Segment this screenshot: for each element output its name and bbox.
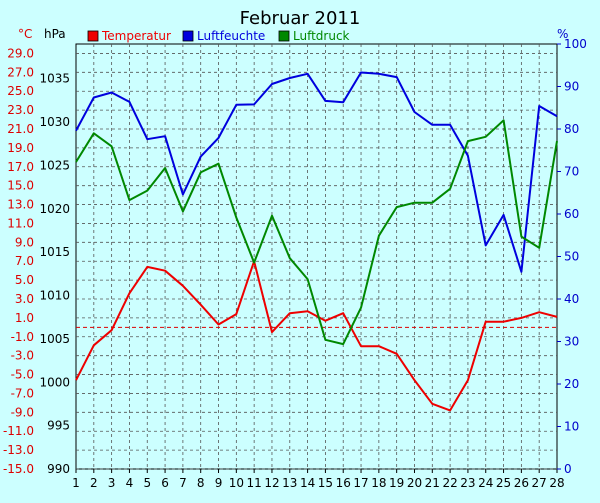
x-tick-label: 11	[247, 476, 262, 490]
chart-title: Februar 2011	[240, 8, 361, 29]
pressure-tick-label: 1000	[39, 375, 70, 389]
legend: Temperatur Luftfeuchte Luftdruck	[87, 29, 350, 43]
x-tick-label: 5	[143, 476, 151, 490]
series-lines	[75, 71, 558, 412]
x-tick-label: 19	[389, 476, 404, 490]
temperature-tick-label: 15.0	[7, 179, 34, 193]
temperature-tick-label: 3.0	[15, 292, 34, 306]
x-tick-label: 7	[179, 476, 187, 490]
pressure-tick-label: 990	[47, 462, 70, 476]
temperature-tick-label: 17.0	[7, 160, 34, 174]
series-line-luftdruck	[75, 119, 558, 346]
series-line-luftfeuchte	[75, 71, 558, 273]
pressure-tick-label: 1020	[39, 202, 70, 216]
temperature-tick-label: -9.0	[11, 405, 34, 419]
x-tick-label: 25	[496, 476, 511, 490]
temperature-tick-label: 1.0	[15, 311, 34, 325]
temperature-tick-label: 19.0	[7, 141, 34, 155]
humidity-unit-label: %	[557, 27, 568, 41]
legend-swatch-luftdruck	[278, 30, 290, 42]
grid	[75, 43, 558, 470]
temperature-tick-label: -11.0	[3, 424, 34, 438]
pressure-tick-label: 1025	[39, 158, 70, 172]
pressure-tick-label: 1005	[39, 332, 70, 346]
pressure-tick-label: 1035	[39, 72, 70, 86]
x-tick-label: 9	[215, 476, 223, 490]
legend-swatch-temperatur	[87, 30, 99, 42]
temperature-tick-label: 25.0	[7, 84, 34, 98]
x-tick-label: 2	[90, 476, 98, 490]
x-tick-label: 13	[282, 476, 297, 490]
temperature-tick-label: 21.0	[7, 122, 34, 136]
x-tick-label: 10	[229, 476, 244, 490]
temperature-tick-label: 29.0	[7, 46, 34, 60]
x-tick-label: 26	[514, 476, 529, 490]
temperature-tick-label: -15.0	[3, 462, 34, 476]
x-tick-label: 8	[197, 476, 205, 490]
x-tick-label: 1	[72, 476, 80, 490]
temperature-tick-label: -13.0	[3, 443, 34, 457]
humidity-tick-label: 30	[564, 335, 579, 349]
temperature-tick-label: -7.0	[11, 386, 34, 400]
x-tick-label: 12	[264, 476, 279, 490]
humidity-tick-label: 0	[564, 462, 572, 476]
humidity-tick-label: 60	[564, 207, 579, 221]
humidity-tick-label: 10	[564, 420, 579, 434]
legend-label-temperatur: Temperatur	[101, 29, 171, 43]
x-tick-label: 18	[371, 476, 386, 490]
x-tick-label: 22	[442, 476, 457, 490]
axes: 1 2 3 4 5 6 7 8 9 10 11 12 13 14 15 16 17 18 19 20 21 22 23 24 2…	[3, 37, 587, 490]
humidity-tick-label: 50	[564, 250, 579, 264]
temperature-tick-label: 27.0	[7, 65, 34, 79]
pressure-tick-label: 1015	[39, 245, 70, 259]
x-tick-label: 28	[549, 476, 564, 490]
legend-swatch-luftfeuchte	[182, 30, 194, 42]
temperature-tick-label: -1.0	[11, 330, 34, 344]
x-tick-label: 20	[407, 476, 422, 490]
plot-area	[75, 43, 558, 470]
temperature-unit-label: °C	[18, 27, 32, 41]
legend-label-luftfeuchte: Luftfeuchte	[197, 29, 265, 43]
x-tick-label: 6	[161, 476, 169, 490]
x-tick-label: 4	[126, 476, 134, 490]
temperature-tick-label: 23.0	[7, 103, 34, 117]
x-tick-label: 16	[336, 476, 351, 490]
pressure-unit-label: hPa	[44, 27, 66, 41]
legend-label-luftdruck: Luftdruck	[293, 29, 350, 43]
temperature-tick-label: 11.0	[7, 216, 34, 230]
temperature-tick-label: 9.0	[15, 235, 34, 249]
temperature-tick-label: 7.0	[15, 254, 34, 268]
humidity-tick-label: 20	[564, 377, 579, 391]
temperature-tick-label: 13.0	[7, 198, 34, 212]
pressure-tick-label: 1010	[39, 289, 70, 303]
humidity-tick-label: 80	[564, 122, 579, 136]
pressure-tick-label: 995	[47, 419, 70, 433]
x-tick-label: 3	[108, 476, 116, 490]
temperature-tick-label: -3.0	[11, 349, 34, 363]
humidity-tick-label: 100	[564, 37, 587, 51]
temperature-tick-label: -5.0	[11, 368, 34, 382]
temperature-tick-label: 5.0	[15, 273, 34, 287]
x-tick-label: 21	[425, 476, 440, 490]
x-tick-label: 24	[478, 476, 493, 490]
humidity-tick-label: 40	[564, 292, 579, 306]
x-tick-label: 27	[532, 476, 547, 490]
x-tick-label: 15	[318, 476, 333, 490]
x-tick-label: 17	[353, 476, 368, 490]
humidity-tick-label: 70	[564, 165, 579, 179]
x-tick-label: 23	[460, 476, 475, 490]
series-line-temperatur	[75, 260, 558, 412]
humidity-tick-label: 90	[564, 80, 579, 94]
x-tick-label: 14	[300, 476, 315, 490]
pressure-tick-label: 1030	[39, 115, 70, 129]
